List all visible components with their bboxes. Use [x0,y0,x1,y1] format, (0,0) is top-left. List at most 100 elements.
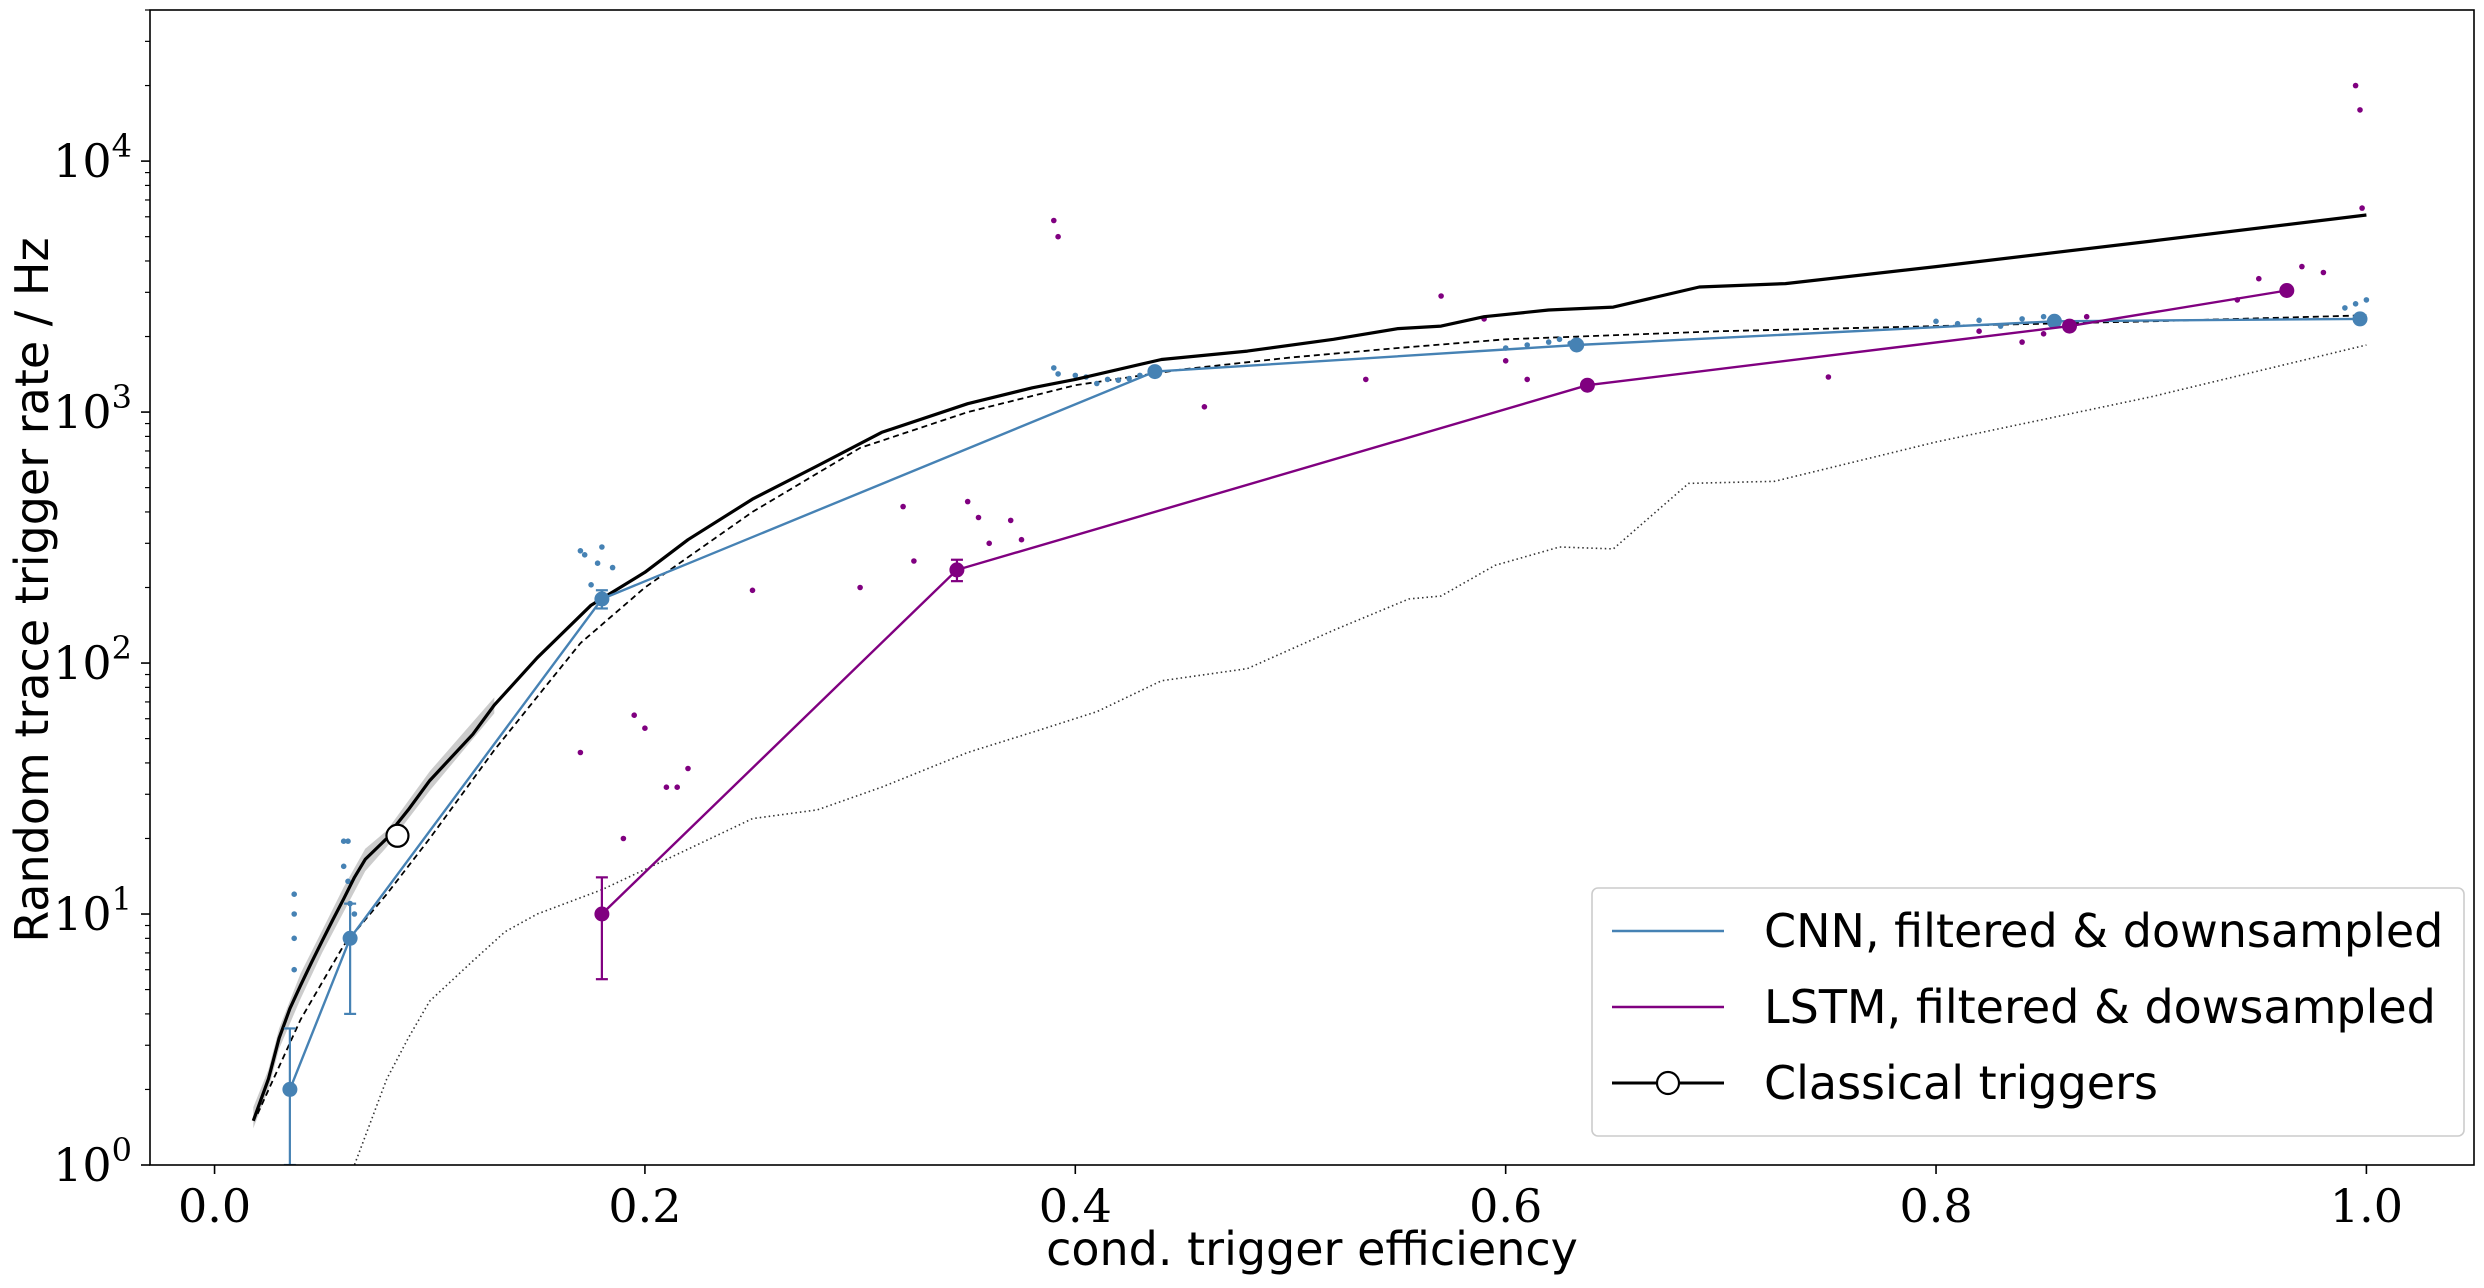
classical-uncertainty-band [253,697,495,1129]
cnn-scatter-point [577,548,584,554]
lstm-scatter-point [857,584,863,591]
cnn-scatter-point [340,863,347,870]
lstm-scatter-point [2019,339,2025,345]
cnn-scatter-point [351,911,358,917]
legend-label-classical: Classical triggers [1764,1056,2158,1110]
y-tick-label: 100 [53,1131,132,1192]
lstm-scatter-point [577,749,584,756]
cnn-scatter-point [581,552,588,558]
cnn-scatter-point [2019,316,2025,322]
cnn-scatter-point [1072,372,1079,379]
lstm-scatter-point [674,784,680,790]
x-tick-label: 0.8 [1899,1179,1972,1233]
plot-area [251,82,2370,1165]
legend-label-cnn: CNN, filtered & downsampled [1764,904,2443,958]
lstm-scatter-point [2357,107,2363,113]
lstm-scatter-point [1055,233,1061,240]
cnn-scatter-point [2352,301,2359,307]
cnn-scatter-point [345,838,351,844]
legend: CNN, filtered & downsampled LSTM, filtere… [1591,887,2465,1137]
y-tick-label: 104 [53,127,132,188]
lstm-data-point [949,562,965,578]
lstm-scatter-point [1825,374,1832,380]
y-axis-label: Random trace trigger rate / Hz [5,237,59,942]
cnn-data-point [1569,337,1585,353]
cnn-scatter-point [2342,305,2348,311]
x-tick-label: 1.0 [2330,1179,2403,1233]
cnn-data-point [594,591,610,607]
cnn-scatter-point [1556,336,1563,343]
cnn-data-point [2352,311,2368,327]
cnn-data-point [342,930,358,946]
cnn-scatter-point [1104,376,1111,383]
lstm-data-point [2062,318,2077,334]
cnn-scatter-point [1524,342,1530,348]
cnn-scatter-point [291,911,298,917]
cnn-scatter-point [291,966,298,973]
cnn-scatter-point [599,544,605,550]
lstm-scatter-point [2256,275,2262,282]
cnn-scatter-point [1051,365,1057,371]
x-tick-label: 0.0 [178,1179,251,1233]
lstm-scatter-point [2359,205,2365,211]
lstm-scatter-point [1976,328,1982,335]
cnn-scatter-point [291,935,298,942]
lstm-scatter-point [2320,269,2327,276]
lstm-scatter-point [620,835,627,842]
cnn-data-point [2046,313,2062,329]
cnn-data-point [282,1081,298,1097]
cnn-scatter-point [1055,371,1061,377]
cnn-scatter-point [1545,339,1552,345]
lstm-scatter-point [975,514,982,521]
lstm-scatter-point [2083,313,2090,320]
lstm-scatter-point [663,784,670,790]
cnn-scatter-point [2363,297,2370,303]
cnn-scatter-point [1933,318,1939,325]
lstm-scatter-point [1363,376,1369,383]
lstm-scatter-point [1051,217,1057,224]
legend-box [1591,887,2465,1137]
dotted-reference-line [353,344,2367,1165]
lstm-scatter-point [900,503,906,510]
x-tick-label: 0.4 [1039,1179,1112,1233]
cnn-scatter-point [1976,317,1982,324]
lstm-scatter-point [1007,517,1014,524]
cnn-scatter-point [588,582,594,588]
x-axis-label: cond. trigger efficiency [1046,1222,1578,1276]
x-tick-label: 0.2 [608,1179,681,1233]
lstm-scatter-point [2352,82,2359,89]
cnn-scatter-point [1094,380,1100,387]
axes: 0.0 0.2 0.4 0.6 0.8 1.0 100 101 102 103 104 [53,9,2403,1233]
lstm-scatter-point [631,712,637,718]
lstm-data-point [1579,377,1595,393]
lstm-line [601,289,2287,915]
lstm-scatter-point [964,498,971,505]
cnn-data-point [1147,364,1163,380]
cnn-scatter-point [340,838,347,844]
lstm-data-point [594,906,610,922]
lstm-scatter-point [685,765,691,772]
lstm-scatter-point [642,725,648,731]
lstm-scatter-point [2040,331,2047,337]
y-tick-label: 101 [53,880,132,941]
lstm-scatter-point [1438,293,1444,299]
cnn-scatter-point [1126,375,1132,382]
legend-label-lstm: LSTM, filtered & dowsampled [1764,980,2436,1034]
dashed-reference-line [256,314,2367,1115]
cnn-scatter-point [594,560,601,566]
cnn-scatter-point [609,564,616,571]
x-tick-label: 0.6 [1469,1179,1542,1233]
classical-triggers-line [251,213,2367,1122]
lstm-data-point [2279,283,2295,298]
lstm-scatter-point [1018,536,1025,543]
y-tick-label: 103 [53,378,132,439]
y-tick-label: 102 [53,629,132,690]
cnn-scatter-point [345,878,351,885]
legend-marker-classical [1655,1070,1681,1096]
cnn-scatter-point [1115,377,1122,384]
lstm-scatter-point [2299,263,2305,270]
lstm-scatter-point [1524,376,1530,383]
lstm-scatter-point [1201,404,1208,410]
classical-marker-point [385,823,410,848]
